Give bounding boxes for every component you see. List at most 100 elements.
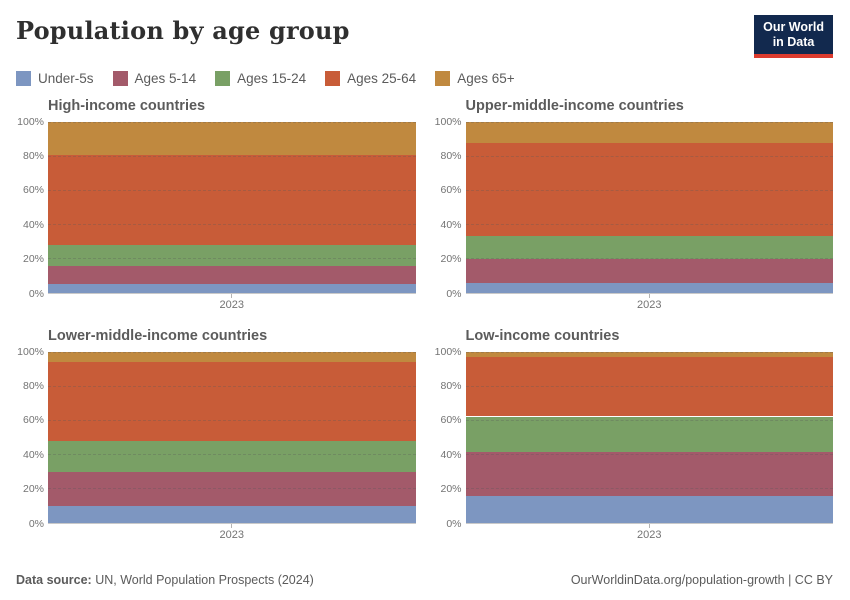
page-title: Population by age group (16, 16, 350, 45)
legend-item-1: Under-5s (16, 70, 94, 86)
area-band-ages-65+ (48, 351, 416, 362)
y-tick-label: 0% (446, 517, 462, 530)
area-band-ages-65+ (465, 121, 833, 143)
y-tick-label: 100% (434, 345, 462, 358)
legend-swatch-icon (325, 70, 341, 86)
chart-panel-4: Low-income countries 0% 20% 40% 60% 80% 100% 20… (434, 327, 834, 541)
gridline (48, 385, 416, 387)
y-axis: 0% 20% 40% 60% 80% 100% (16, 116, 48, 300)
y-tick-label: 40% (440, 218, 462, 231)
plot-area (48, 351, 416, 524)
area-band-ages-65+ (48, 121, 416, 155)
data-source: Data source: UN, World Population Prospe… (16, 573, 314, 587)
gridline (48, 488, 416, 490)
chart-panel-title: Lower-middle-income countries (48, 327, 268, 344)
y-tick-label: 0% (28, 517, 44, 530)
area-band-ages-15-24 (48, 245, 416, 266)
y-tick-label: 0% (28, 287, 44, 300)
chart-body: 0% 20% 40% 60% 80% 100% (16, 116, 416, 300)
legend-item-5: Ages 65+ (435, 70, 515, 86)
y-tick-label: 60% (22, 414, 44, 427)
area-band-ages-5-14 (48, 472, 416, 507)
chart-body: 0% 20% 40% 60% 80% 100% (434, 116, 833, 300)
y-tick-label: 20% (22, 483, 44, 496)
gridline (465, 488, 833, 490)
gridline (465, 258, 833, 260)
gridline (48, 155, 416, 157)
legend-item-4: Ages 25-64 (325, 70, 416, 86)
y-axis: 0% 20% 40% 60% 80% 100% (434, 346, 466, 530)
credit-line: OurWorldinData.org/population-growth | C… (570, 573, 833, 587)
y-tick-label: 100% (17, 345, 44, 358)
gridline (465, 454, 833, 456)
area-band-under-5s (465, 496, 833, 523)
plot-area (465, 121, 833, 294)
gridline (48, 454, 416, 456)
owid-logo: Our World in Data (754, 15, 833, 58)
gridline (465, 224, 833, 226)
x-tick (648, 523, 650, 528)
legend: Under-5s Ages 5-14 Ages 15-24 Ages 25-64 Age… (16, 70, 833, 86)
y-tick-label: 100% (434, 115, 462, 128)
chart-panel-1: High-income countries 0% 20% 40% 60% 80% 100% 2… (16, 98, 416, 311)
y-tick-label: 40% (22, 218, 44, 231)
chart-panel-2: Upper-middle-income countries 0% 20% 40% 60%… (434, 97, 834, 311)
x-tick-label: 2023 (637, 298, 662, 311)
area-band-under-5s (48, 283, 416, 293)
y-tick-label: 80% (22, 149, 44, 162)
area-band-under-5s (465, 283, 833, 293)
legend-swatch-icon (435, 70, 451, 86)
plot-area (465, 351, 833, 524)
legend-label: Under-5s (38, 70, 94, 86)
y-tick-label: 20% (440, 483, 462, 496)
x-tick-label: 2023 (637, 528, 662, 541)
y-tick-label: 80% (440, 379, 462, 392)
header: Population by age group Our World in Dat… (16, 14, 833, 58)
gridline (48, 121, 416, 123)
y-tick-label: 40% (440, 448, 462, 461)
y-tick-label: 0% (446, 287, 462, 300)
y-tick-label: 40% (22, 448, 44, 461)
chart-body: 0% 20% 40% 60% 80% 100% (16, 346, 416, 530)
gridline (48, 419, 416, 421)
x-axis: 2023 (466, 293, 834, 311)
data-source-label: Data source: (16, 573, 92, 587)
gridline (465, 155, 833, 157)
gridline (48, 351, 416, 353)
plot-area (48, 121, 416, 294)
x-axis: 2023 (466, 523, 834, 541)
chart-panel-title: Upper-middle-income countries (465, 97, 684, 114)
gridline (48, 258, 416, 260)
area-band-ages-5-14 (465, 451, 833, 496)
chart-panel-3: Lower-middle-income countries 0% 20% 40% 60%… (16, 328, 416, 541)
chart-body: 0% 20% 40% 60% 80% 100% (434, 346, 833, 530)
gridline (465, 189, 833, 191)
gridline (465, 351, 833, 353)
gridline (48, 224, 416, 226)
x-axis: 2023 (48, 523, 416, 541)
data-source-text: UN, World Population Prospects (2024) (91, 573, 314, 587)
gridline (48, 189, 416, 191)
area-band-ages-25-64 (48, 361, 416, 442)
charts-grid: High-income countries 0% 20% 40% 60% 80% 100% 2… (16, 98, 833, 541)
y-tick-label: 60% (440, 184, 462, 197)
chart-panel-title: Low-income countries (465, 327, 620, 344)
legend-item-2: Ages 5-14 (112, 70, 197, 86)
chart-panel-title: High-income countries (48, 97, 206, 114)
legend-label: Ages 15-24 (237, 70, 307, 86)
gridline (465, 385, 833, 387)
footer: Data source: UN, World Population Prospe… (16, 573, 833, 587)
area-band-ages-25-64 (48, 154, 416, 246)
legend-swatch-icon (215, 70, 231, 86)
legend-item-3: Ages 15-24 (215, 70, 307, 86)
y-tick-label: 20% (22, 253, 44, 266)
y-axis: 0% 20% 40% 60% 80% 100% (434, 116, 466, 300)
area-band-ages-15-24 (465, 416, 833, 452)
legend-label: Ages 5-14 (134, 70, 197, 86)
y-tick-label: 80% (22, 379, 44, 392)
x-tick (231, 523, 233, 528)
area-band-ages-15-24 (48, 441, 416, 473)
area-band-ages-65+ (465, 351, 833, 357)
area-band-ages-25-64 (465, 142, 833, 237)
